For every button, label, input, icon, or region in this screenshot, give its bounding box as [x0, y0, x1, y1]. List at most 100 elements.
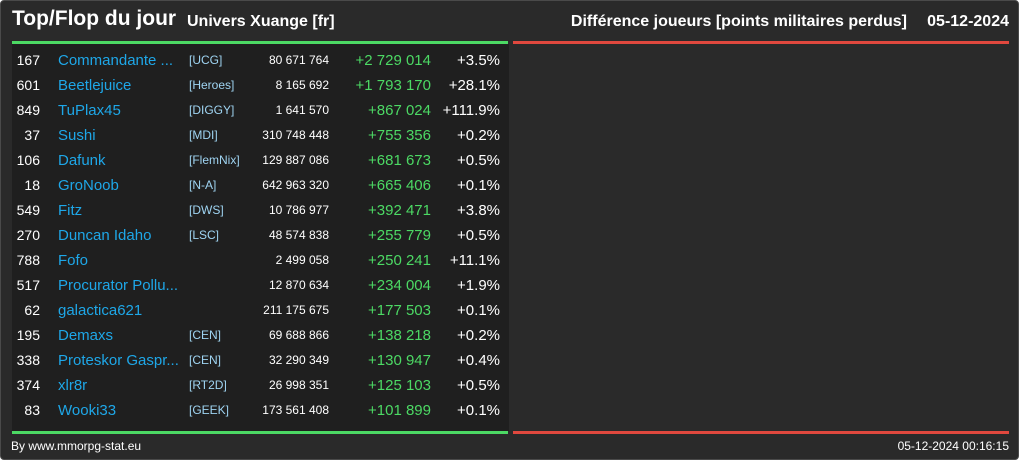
- player-name-link[interactable]: xlr8r: [58, 377, 88, 394]
- footer-credit: By www.mmorpg-stat.eu: [11, 439, 142, 453]
- points-difference: +250 241: [368, 252, 431, 269]
- player-rank: 195: [16, 327, 40, 343]
- player-points: 80 671 764: [268, 53, 329, 67]
- player-points: 32 290 349: [268, 353, 329, 367]
- player-name-link[interactable]: Procurator Pollu...: [58, 277, 179, 294]
- player-points: 1 641 570: [275, 103, 329, 117]
- player-name-link[interactable]: galactica621: [58, 302, 143, 319]
- percent-change: +3.8%: [457, 202, 500, 219]
- alliance-tag[interactable]: [FlemNix]: [189, 153, 240, 167]
- player-name-link[interactable]: Sushi: [58, 127, 96, 144]
- player-name-link[interactable]: Duncan Idaho: [58, 227, 152, 244]
- player-name-link[interactable]: Demaxs: [58, 327, 114, 344]
- player-name-link[interactable]: TuPlax45: [58, 102, 121, 119]
- points-difference: +130 947: [368, 352, 431, 369]
- player-rank: 601: [16, 77, 40, 93]
- alliance-tag[interactable]: [Heroes]: [189, 78, 235, 92]
- table-row: 338 Proteskor Gaspr... [CEN] 32 290 349 +130…: [12, 348, 509, 373]
- player-name-link[interactable]: Commandante ...: [58, 52, 174, 69]
- table-row: 849 TuPlax45 [DIGGY] 1 641 570 +867 024 +111.…: [12, 98, 509, 123]
- player-points: 8 165 692: [275, 78, 329, 92]
- points-difference: +177 503: [368, 302, 431, 319]
- flop-list-bottom-bar: [513, 431, 1009, 434]
- alliance-tag[interactable]: [DWS]: [189, 203, 224, 217]
- alliance-tag[interactable]: [MDI]: [189, 128, 218, 142]
- player-name-link[interactable]: Proteskor Gaspr...: [58, 352, 179, 369]
- percent-change: +0.5%: [457, 377, 500, 394]
- player-rank: 849: [16, 102, 40, 118]
- player-rank: 37: [24, 127, 40, 143]
- alliance-tag[interactable]: [CEN]: [189, 353, 222, 367]
- points-difference: +255 779: [368, 227, 431, 244]
- percent-change: +0.2%: [457, 127, 500, 144]
- report-date: 05-12-2024: [927, 13, 1009, 30]
- percent-change: +0.5%: [457, 152, 500, 169]
- footer-timestamp: 05-12-2024 00:16:15: [897, 439, 1009, 453]
- alliance-tag[interactable]: [UCG]: [189, 53, 223, 67]
- player-name-link[interactable]: GroNoob: [58, 177, 119, 194]
- percent-change: +1.9%: [457, 277, 500, 294]
- player-name-link[interactable]: Beetlejuice: [58, 77, 132, 94]
- player-points: 211 175 675: [263, 303, 329, 317]
- points-difference: +867 024: [368, 102, 431, 119]
- percent-change: +0.1%: [457, 177, 500, 194]
- player-name-link[interactable]: Fitz: [58, 202, 83, 219]
- points-difference: +665 406: [368, 177, 431, 194]
- table-row: 788 Fofo 2 499 058 +250 241 +11.1%: [12, 248, 509, 273]
- top-players-panel: 167 Commandante ... [UCG] 80 671 764 +2 729 …: [12, 44, 509, 431]
- points-difference: +1 793 170: [355, 77, 432, 94]
- table-row: 517 Procurator Pollu... 12 870 634 +234 004…: [12, 273, 509, 298]
- player-name-link[interactable]: Wooki33: [58, 402, 117, 419]
- player-rank: 374: [16, 377, 40, 393]
- player-points: 12 870 634: [268, 278, 329, 292]
- percent-change: +0.1%: [457, 302, 500, 319]
- top-list-top-bar: [12, 41, 508, 44]
- metric-label: Différence joueurs [points militaires pe…: [570, 13, 907, 30]
- percent-change: +0.4%: [457, 352, 500, 369]
- alliance-tag[interactable]: [N-A]: [189, 178, 217, 192]
- points-difference: +125 103: [368, 377, 431, 394]
- percent-change: +11.1%: [449, 252, 500, 269]
- table-row: 62 galactica621 211 175 675 +177 503 +0.1%: [12, 298, 509, 323]
- universe-label: Univers Xuange [fr]: [187, 13, 335, 30]
- points-difference: +138 218: [368, 327, 431, 344]
- alliance-tag[interactable]: [CEN]: [189, 328, 222, 342]
- table-row: 106 Dafunk [FlemNix] 129 887 086 +681 673 +0.…: [12, 148, 509, 173]
- player-points: 26 998 351: [268, 378, 329, 392]
- table-row: 195 Demaxs [CEN] 69 688 866 +138 218 +0.2%: [12, 323, 509, 348]
- table-row: 83 Wooki33 [GEEK] 173 561 408 +101 899 +0.1%: [12, 398, 509, 423]
- table-row: 374 xlr8r [RT2D] 26 998 351 +125 103 +0.5%: [12, 373, 509, 398]
- points-difference: +234 004: [368, 277, 431, 294]
- player-rank: 18: [24, 177, 40, 193]
- percent-change: +3.5%: [457, 52, 500, 69]
- top-players-list: 167 Commandante ... [UCG] 80 671 764 +2 729 …: [12, 48, 509, 423]
- flop-list-top-bar: [513, 41, 1009, 44]
- player-points: 642 963 320: [262, 178, 329, 192]
- alliance-tag[interactable]: [LSC]: [189, 228, 220, 242]
- player-points: 10 786 977: [268, 203, 329, 217]
- player-name-link[interactable]: Fofo: [58, 252, 89, 269]
- flop-players-panel: [513, 44, 1009, 431]
- points-difference: +2 729 014: [355, 52, 432, 69]
- player-name-link[interactable]: Dafunk: [58, 152, 106, 169]
- table-row: 549 Fitz [DWS] 10 786 977 +392 471 +3.8%: [12, 198, 509, 223]
- alliance-tag[interactable]: [GEEK]: [189, 403, 230, 417]
- player-rank: 338: [16, 352, 40, 368]
- alliance-tag[interactable]: [DIGGY]: [189, 103, 235, 117]
- player-rank: 788: [16, 252, 40, 268]
- player-rank: 270: [16, 227, 40, 243]
- table-row: 270 Duncan Idaho [LSC] 48 574 838 +255 779 +0…: [12, 223, 509, 248]
- player-rank: 106: [16, 152, 40, 168]
- player-points: 173 561 408: [262, 403, 329, 417]
- table-row: 37 Sushi [MDI] 310 748 448 +755 356 +0.2%: [12, 123, 509, 148]
- table-row: 18 GroNoob [N-A] 642 963 320 +665 406 +0.1%: [12, 173, 509, 198]
- top-list-bottom-bar: [12, 431, 508, 434]
- percent-change: +0.1%: [457, 402, 500, 419]
- player-points: 48 574 838: [268, 228, 329, 242]
- alliance-tag[interactable]: [RT2D]: [189, 378, 227, 392]
- player-rank: 517: [16, 277, 40, 293]
- player-rank: 167: [16, 52, 40, 68]
- percent-change: +111.9%: [442, 102, 500, 119]
- player-points: 129 887 086: [262, 153, 329, 167]
